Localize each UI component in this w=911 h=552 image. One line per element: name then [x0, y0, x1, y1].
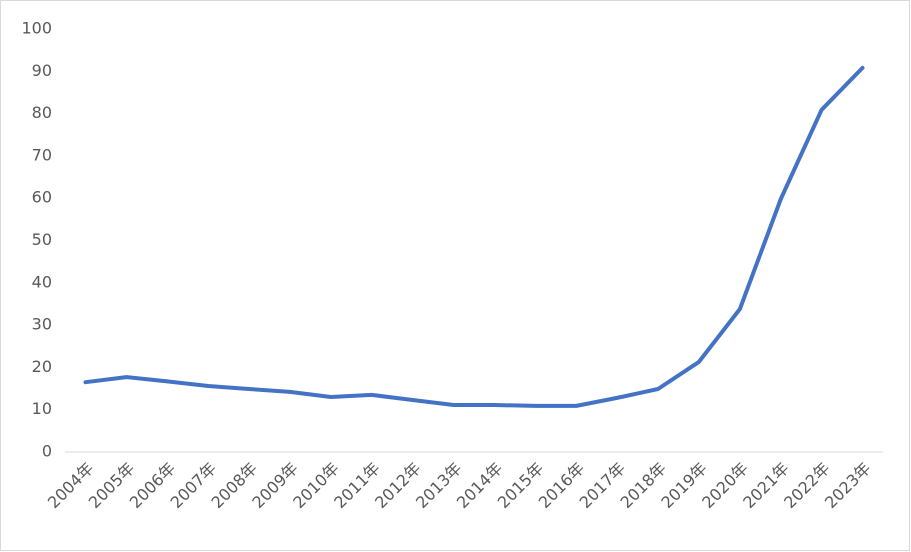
y-tick-label: 80 — [32, 103, 52, 122]
y-tick-label: 70 — [32, 145, 52, 164]
line-series — [83, 65, 865, 408]
y-tick-label: 90 — [32, 61, 52, 80]
y-tick-label: 40 — [32, 272, 52, 291]
y-tick-label: 10 — [32, 399, 52, 418]
y-tick-label: 50 — [32, 230, 52, 249]
y-tick-label: 0 — [42, 442, 52, 461]
y-tick-label: 20 — [32, 357, 52, 376]
y-tick-label: 100 — [21, 19, 52, 38]
y-tick-label: 30 — [32, 315, 52, 334]
y-tick-label: 60 — [32, 188, 52, 207]
